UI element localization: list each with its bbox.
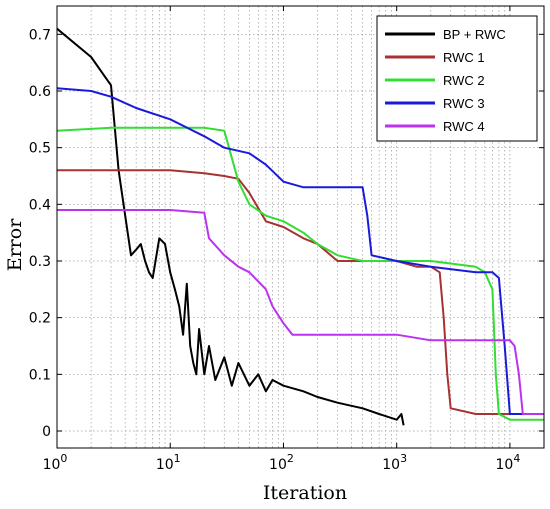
series-line-5 [57,209,544,415]
legend-label: RWC 1 [443,50,485,65]
y-tick-label: 0.6 [29,84,51,100]
legend-label: RWC 3 [443,96,485,111]
y-tick-label: 0.3 [29,254,51,270]
y-axis-ticks: 0 0.1 0.2 0.3 0.4 0.5 0.6 0.7 [29,27,544,440]
x-tick-label: 103 [382,452,407,473]
y-tick-label: 0.1 [29,367,51,383]
legend-label: RWC 2 [443,73,485,88]
legend: BP + RWC RWC 1 RWC 2 RWC 3 RWC 4 [376,15,538,142]
x-tick-label: 100 [43,452,68,473]
y-tick-label: 0.7 [29,27,51,43]
y-tick-label: 0 [42,424,51,440]
legend-label: RWC 4 [443,119,485,134]
x-tick-label: 101 [156,452,181,473]
series-lines [56,27,544,426]
y-tick-label: 0.4 [29,197,51,213]
grid [56,6,545,448]
series-line-2 [57,169,544,415]
x-tick-label: 102 [269,452,294,473]
y-tick-label: 0.5 [29,141,51,157]
series-line-3 [56,126,544,421]
y-tick-label: 0.2 [29,311,51,327]
series-line-4 [56,87,544,415]
plot-frame [56,5,545,449]
x-axis-label: Iteration [263,482,347,504]
x-tick-label: 104 [496,452,521,473]
legend-label: BP + RWC [443,27,506,42]
y-axis-label: Error [4,218,26,271]
series-line-1 [56,27,405,426]
